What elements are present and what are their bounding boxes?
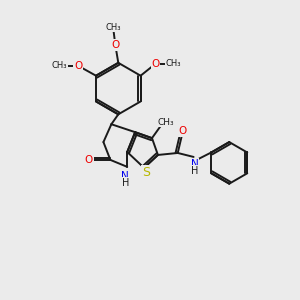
Text: S: S — [142, 166, 150, 179]
Text: CH₃: CH₃ — [158, 118, 174, 127]
Text: O: O — [111, 40, 119, 50]
Text: N: N — [191, 159, 199, 169]
Text: O: O — [151, 59, 160, 69]
Text: O: O — [74, 61, 82, 71]
Text: H: H — [122, 178, 129, 188]
Text: O: O — [178, 126, 187, 136]
Text: CH₃: CH₃ — [106, 22, 121, 32]
Text: O: O — [84, 155, 93, 165]
Text: CH₃: CH₃ — [166, 59, 181, 68]
Text: CH₃: CH₃ — [52, 61, 67, 70]
Text: N: N — [122, 171, 129, 181]
Text: H: H — [191, 166, 198, 176]
